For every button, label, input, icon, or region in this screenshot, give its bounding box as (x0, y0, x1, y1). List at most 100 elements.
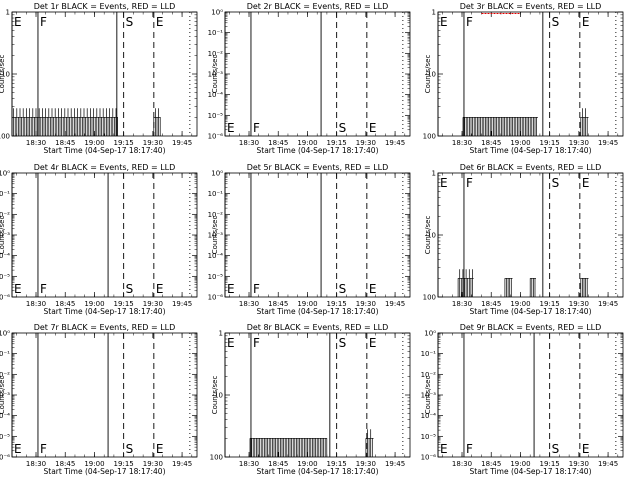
events-series (365, 429, 374, 457)
y-axis-label: Counts/sec (211, 55, 219, 94)
x-tick-label: 18:45 (268, 300, 288, 308)
x-tick-label: 19:30 (569, 460, 589, 468)
detector-panel-5: Det 5r BLACK = Events, RED = LLD 10⁰ 10⁻¹ 1… (208, 163, 411, 316)
y-axis-label: Counts/sec (424, 216, 432, 255)
events-series (153, 108, 161, 136)
x-tick-label: 19:15 (114, 139, 134, 147)
marker-label-e1: E (14, 282, 22, 296)
x-tick-label: 19:15 (540, 460, 560, 468)
x-tick-label: 19:30 (143, 460, 163, 468)
marker-label-e2: E (582, 15, 590, 29)
y-tick-label: 10⁰ (211, 9, 223, 17)
panel-title: Det 6r BLACK = Events, RED = LLD (460, 163, 602, 172)
events-series (580, 108, 589, 136)
y-tick-label: 10⁻⁴ (0, 412, 10, 420)
panel-title: Det 7r BLACK = Events, RED = LLD (34, 323, 176, 332)
x-tick-label: 19:45 (385, 300, 405, 308)
y-tick-label: 10⁻⁵ (0, 433, 10, 441)
marker-label-s: S (339, 121, 347, 135)
marker-label-f: F (466, 442, 473, 456)
x-tick-label: 19:00 (84, 139, 104, 147)
x-tick-label: 19:15 (327, 139, 347, 147)
marker-label-e1: E (227, 121, 235, 135)
detector-panel-1: Det 1r BLACK = Events, RED = LLD 1 10 100 Co… (0, 2, 198, 155)
x-tick-label: 19:00 (297, 460, 317, 468)
x-tick-label: 18:30 (452, 300, 472, 308)
x-tick-label: 19:15 (540, 300, 560, 308)
x-tick-label: 19:00 (84, 300, 104, 308)
y-tick-label: 10⁻⁶ (0, 294, 10, 302)
y-tick-label: 10⁻⁴ (0, 252, 10, 260)
marker-label-e2: E (156, 282, 164, 296)
marker-label-s: S (552, 176, 560, 190)
marker-label-f: F (40, 15, 47, 29)
x-tick-label: 18:45 (55, 139, 75, 147)
y-tick-label: 10⁻² (421, 371, 437, 379)
marker-label-f: F (253, 121, 260, 135)
plot-frame (224, 172, 411, 298)
x-axis-label: Start Time (04-Sep-17 18:17:40) (470, 467, 592, 476)
x-axis-label: Start Time (04-Sep-17 18:17:40) (44, 467, 166, 476)
y-tick-label: 10⁰ (211, 170, 223, 178)
detector-panel-7: Det 7r BLACK = Events, RED = LLD 10⁰ 10⁻¹ 1… (0, 323, 198, 476)
marker-label-e1: E (14, 442, 22, 456)
x-tick-label: 18:30 (239, 139, 259, 147)
x-tick-label: 19:45 (598, 460, 618, 468)
y-tick-label: 10⁻¹ (208, 190, 224, 198)
x-axis-label: Start Time (04-Sep-17 18:17:40) (44, 307, 166, 316)
y-tick-label: 10⁻² (0, 211, 10, 219)
x-tick-label: 19:00 (510, 139, 530, 147)
y-axis-label: Counts/sec (0, 376, 6, 415)
x-tick-label: 18:30 (452, 139, 472, 147)
marker-label-s: S (552, 442, 560, 456)
y-axis-label: Counts/sec (0, 216, 6, 255)
y-axis-label: Counts/sec (424, 376, 432, 415)
y-tick-label: 10 (1, 71, 10, 79)
events-series (529, 277, 536, 297)
x-tick-label: 19:15 (327, 460, 347, 468)
x-tick-label: 19:15 (114, 300, 134, 308)
y-tick-label: 10⁻⁶ (0, 454, 10, 462)
y-tick-label: 10 (214, 392, 223, 400)
x-tick-label: 18:30 (26, 300, 46, 308)
detector-panel-6: Det 6r BLACK = Events, RED = LLD 1 10 100 Co… (423, 163, 624, 316)
y-tick-label: 10⁻⁵ (208, 273, 224, 281)
marker-label-f: F (40, 442, 47, 456)
marker-label-e1: E (14, 15, 22, 29)
marker-label-e2: E (156, 15, 164, 29)
panel-title: Det 3r BLACK = Events, RED = LLD (460, 2, 602, 11)
x-tick-label: 18:30 (239, 460, 259, 468)
marker-label-e2: E (582, 176, 590, 190)
x-tick-label: 18:30 (26, 139, 46, 147)
marker-label-f: F (253, 336, 260, 350)
y-tick-label: 1 (219, 330, 223, 338)
y-tick-label: 1 (432, 170, 436, 178)
y-tick-label: 10 (427, 232, 436, 240)
plot-frame (437, 332, 624, 458)
x-axis-label: Start Time (04-Sep-17 18:17:40) (470, 146, 592, 155)
x-axis-label: Start Time (04-Sep-17 18:17:40) (257, 467, 379, 476)
events-series (462, 116, 538, 136)
marker-label-e1: E (440, 442, 448, 456)
marker-label-e2: E (156, 442, 164, 456)
x-tick-label: 19:45 (172, 139, 192, 147)
y-tick-label: 10⁻² (208, 50, 224, 58)
marker-label-e1: E (440, 176, 448, 190)
y-axis-label: Counts/sec (211, 376, 219, 415)
x-tick-label: 19:30 (569, 300, 589, 308)
y-tick-label: 1 (6, 9, 10, 17)
y-axis-label: Counts/sec (0, 55, 6, 94)
panel-title: Det 1r BLACK = Events, RED = LLD (34, 2, 176, 11)
x-tick-label: 19:45 (172, 460, 192, 468)
detector-panel-2: Det 2r BLACK = Events, RED = LLD 10⁰ 10⁻¹ 1… (208, 2, 411, 155)
y-axis-label: Counts/sec (424, 55, 432, 94)
plot-frame (11, 172, 198, 298)
marker-label-s: S (126, 282, 134, 296)
x-tick-label: 18:45 (268, 460, 288, 468)
x-tick-label: 19:30 (143, 300, 163, 308)
marker-label-e2: E (369, 282, 377, 296)
y-axis-label: Counts/sec (211, 216, 219, 255)
x-axis-label: Start Time (04-Sep-17 18:17:40) (470, 307, 592, 316)
marker-label-f: F (40, 282, 47, 296)
plot-frame (11, 332, 198, 458)
